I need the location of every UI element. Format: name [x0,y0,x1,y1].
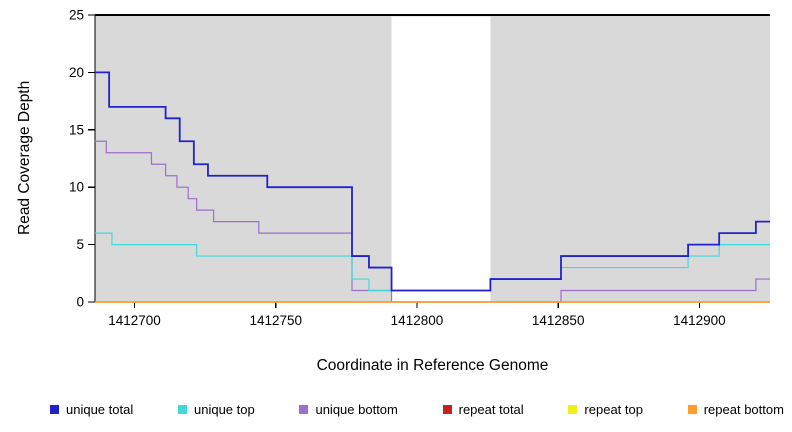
y-tick-label: 20 [69,65,84,80]
legend-swatch-repeat-total [442,405,452,414]
legend: unique total unique top unique bottom repea… [50,402,784,417]
legend-label: unique total [66,402,134,417]
x-tick-label: 1412800 [391,313,444,328]
legend-item-unique-total: unique total [50,402,133,417]
legend-label: repeat top [584,402,643,417]
legend-item-unique-top: unique top [177,402,255,417]
y-tick-label: 15 [69,122,84,137]
y-tick-label: 10 [69,180,84,195]
series-line-unique-total [95,71,770,292]
plot-area: 0 5 10 15 20 25 1412700 1412750 1412800 1412850 14… [69,8,770,328]
legend-swatch-unique-bottom [299,405,309,414]
legend-item-repeat-total: repeat total [442,402,524,417]
legend-swatch-unique-top [177,405,187,414]
legend-label: unique top [193,402,255,417]
legend-label: repeat total [458,402,524,417]
y-tick-label: 5 [76,237,84,252]
x-tick-label: 1412700 [108,313,161,328]
gap-region [391,16,491,302]
legend-swatch-unique-total [50,405,59,414]
x-axis-title: Coordinate in Reference Genome [316,357,549,374]
legend-label: unique bottom [315,402,398,417]
legend-item-repeat-bottom: repeat bottom [687,402,784,417]
legend-item-unique-bottom: unique bottom [299,402,398,417]
x-tick-label: 1412750 [249,313,302,328]
legend-item-repeat-top: repeat top [568,402,643,417]
x-tick-label: 1412850 [532,313,585,328]
legend-label: repeat bottom [703,402,784,417]
legend-swatch-repeat-bottom [687,405,697,414]
legend-swatch-repeat-top [568,405,578,414]
y-tick-label: 0 [76,295,84,310]
y-tick-label: 25 [69,8,84,23]
x-tick-label: 1412900 [673,313,726,328]
